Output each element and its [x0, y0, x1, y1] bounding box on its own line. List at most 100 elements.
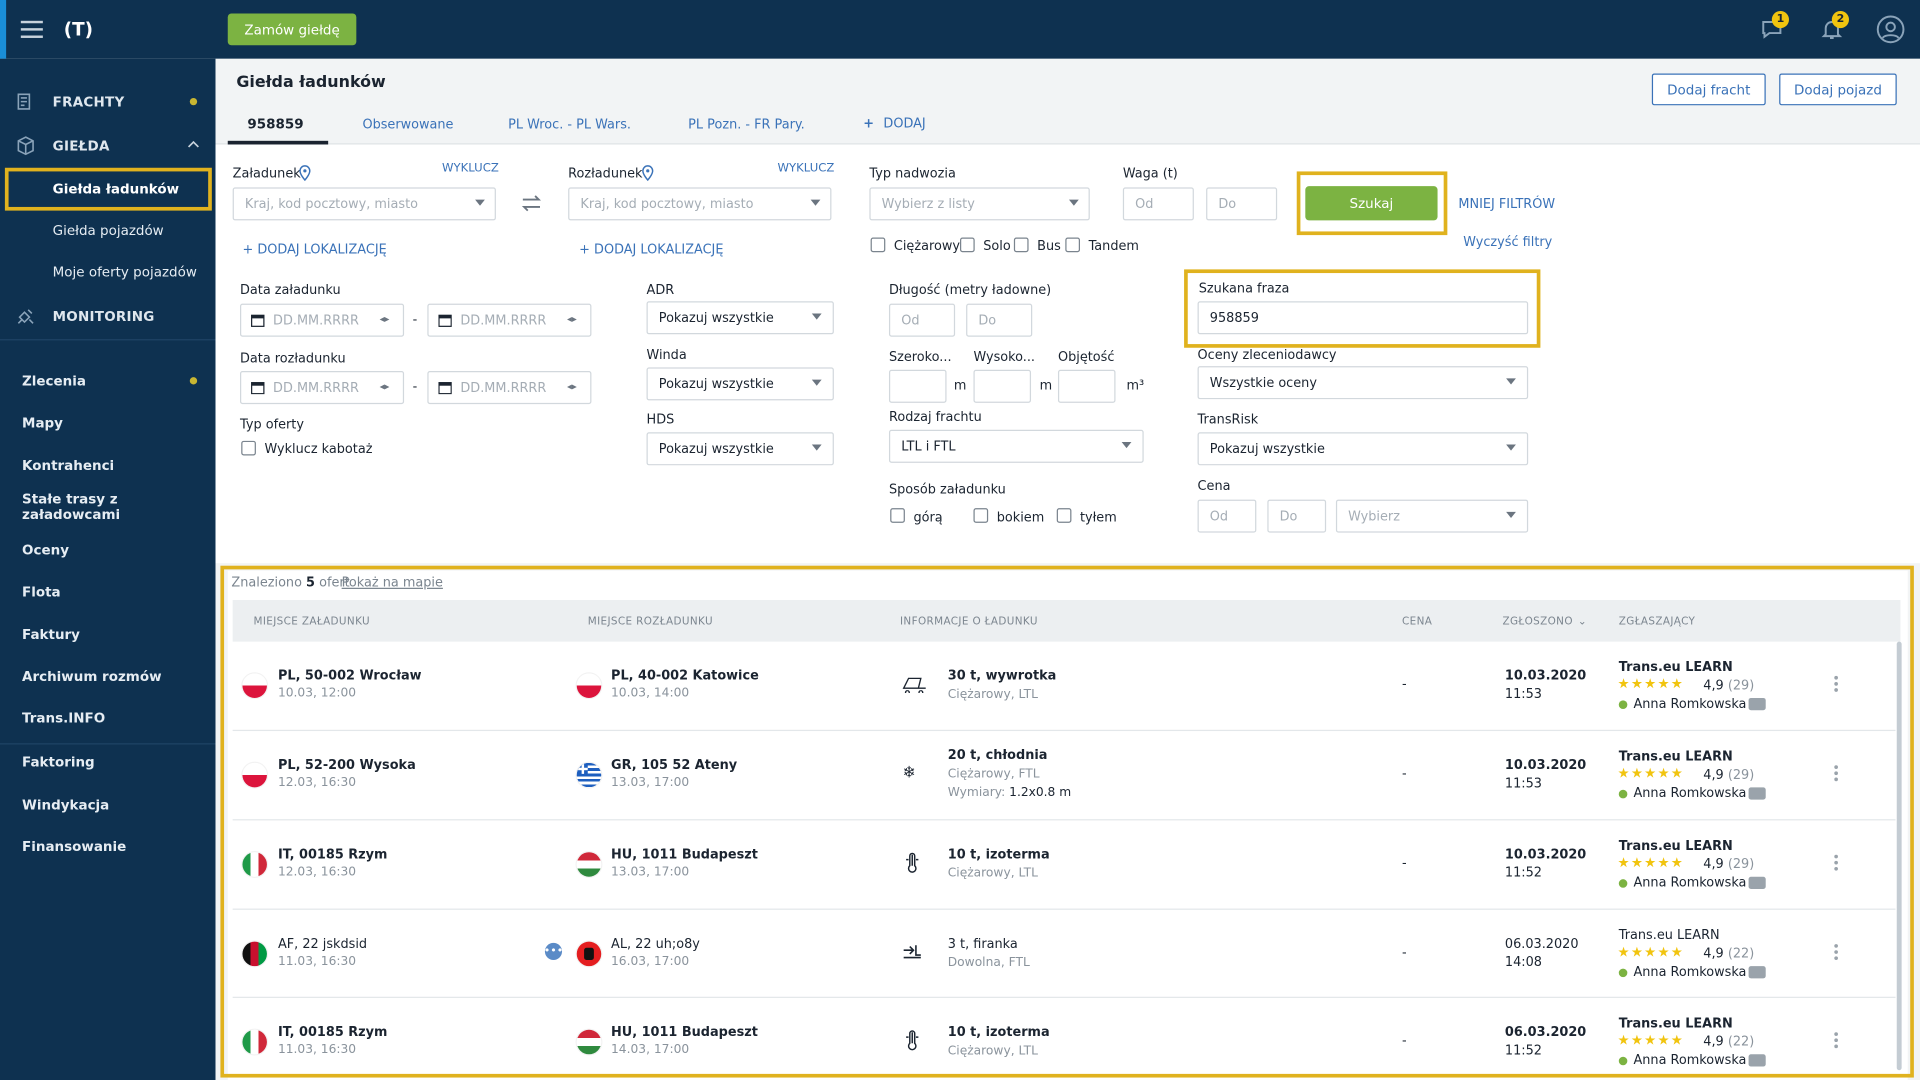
table-row[interactable]: IT, 00185 Rzym 11.03, 16:30 HU, 1011 Bud…: [233, 998, 1896, 1076]
sidebar-item-flota[interactable]: Flota: [22, 583, 61, 600]
contact-person[interactable]: Anna Romkowska: [1633, 875, 1747, 891]
sidebar-item-zlecenia[interactable]: Zlecenia: [0, 360, 216, 402]
less-filters-link[interactable]: MNIEJ FILTRÓW: [1458, 197, 1556, 212]
sidebar-item-faktoring[interactable]: Faktoring: [22, 753, 95, 770]
freight-type-select[interactable]: LTL i FTL: [888, 429, 1144, 463]
exclude-cabotage-checkbox[interactable]: [241, 440, 256, 456]
contact-person[interactable]: Anna Romkowska: [1633, 1053, 1747, 1068]
user-avatar-icon[interactable]: [1876, 15, 1905, 44]
table-row[interactable]: PL, 50-002 Wrocław 10.03, 12:00 PL, 40-0…: [233, 642, 1896, 730]
body-type-select[interactable]: Wybierz z listy: [869, 187, 1090, 221]
company-name[interactable]: Trans.eu LEARN: [1618, 1016, 1733, 1032]
clear-filters-link[interactable]: Wyczyść filtry: [1463, 235, 1553, 250]
company-name[interactable]: Trans.eu LEARN: [1618, 749, 1733, 765]
add-vehicle-button[interactable]: Dodaj pojazd: [1779, 73, 1897, 106]
sidebar-item-mapy[interactable]: Mapy: [22, 414, 63, 431]
solo-checkbox[interactable]: [960, 237, 975, 253]
chat-icon[interactable]: [1748, 966, 1766, 979]
exclude-loading-link[interactable]: WYKLUCZ: [442, 161, 499, 176]
more-info-icon[interactable]: •••: [544, 942, 563, 961]
price-from-input[interactable]: Od: [1197, 499, 1257, 533]
loading-location-input[interactable]: Kraj, kod pocztowy, miasto: [232, 187, 496, 221]
chat-icon[interactable]: [1748, 1054, 1766, 1067]
volume-input[interactable]: [1057, 369, 1116, 403]
rear-loading-checkbox[interactable]: [1056, 508, 1072, 523]
col-reporter[interactable]: ZGŁASZAJĄCY: [1618, 615, 1696, 629]
length-to-input[interactable]: Do: [966, 303, 1033, 337]
scrollbar[interactable]: [1896, 641, 1902, 1071]
sidebar-item-kontrahenci[interactable]: Kontrahenci: [22, 457, 115, 474]
sidebar-item-gielda-ladunkow[interactable]: Giełda ładunków: [4, 167, 212, 211]
col-loading-place[interactable]: MIEJSCE ZAŁADUNKU: [253, 615, 370, 629]
hamburger-icon[interactable]: [17, 17, 46, 41]
truck-checkbox[interactable]: [870, 237, 886, 253]
ratings-select[interactable]: Wszystkie oceny: [1197, 366, 1529, 400]
chat-icon[interactable]: [1748, 697, 1766, 711]
loading-date-to-input[interactable]: DD.MM.RRRR: [427, 303, 592, 337]
more-options-icon[interactable]: [1832, 854, 1842, 875]
more-options-icon[interactable]: [1832, 765, 1842, 785]
more-options-icon[interactable]: [1832, 944, 1842, 964]
show-on-map-link[interactable]: Pokaż na mapie: [341, 575, 443, 591]
price-to-input[interactable]: Do: [1267, 499, 1327, 533]
more-options-icon[interactable]: [1832, 675, 1842, 696]
stepper-arrows-icon[interactable]: ◂▸: [379, 313, 390, 325]
col-price[interactable]: CENA: [1402, 615, 1433, 629]
col-unloading-place[interactable]: MIEJSCE ROZŁADUNKU: [587, 615, 713, 629]
table-row[interactable]: IT, 00185 Rzym 12.03, 16:30 HU, 1011 Bud…: [233, 820, 1896, 908]
contact-person[interactable]: Anna Romkowska: [1633, 786, 1747, 801]
order-exchange-button[interactable]: Zamów giełdę: [227, 13, 357, 46]
currency-select[interactable]: Wybierz: [1335, 499, 1529, 533]
company-name[interactable]: Trans.eu LEARN: [1618, 660, 1733, 675]
sidebar-item-transinfo[interactable]: Trans.INFO: [22, 709, 106, 726]
sidebar-item-archiwum[interactable]: Archiwum rozmów: [22, 667, 162, 684]
more-options-icon[interactable]: [1832, 1032, 1842, 1052]
loading-date-from-input[interactable]: DD.MM.RRRR: [240, 303, 405, 337]
exclude-unloading-link[interactable]: WYKLUCZ: [777, 161, 835, 176]
sidebar-item-faktury[interactable]: Faktury: [22, 626, 80, 643]
tab-pl-wroc-pl-wars[interactable]: PL Wroc. - PL Wars.: [508, 117, 631, 133]
sidebar-item-gielda-pojazdow[interactable]: Giełda pojazdów: [52, 222, 164, 239]
add-unloading-location-link[interactable]: + DODAJ LOKALIZACJĘ: [579, 242, 724, 258]
messages-icon[interactable]: 1: [1760, 11, 1789, 41]
tab-pl-pozn-fr-pary[interactable]: PL Pozn. - FR Pary.: [688, 117, 805, 133]
company-name[interactable]: Trans.eu LEARN: [1618, 838, 1733, 854]
col-cargo-info[interactable]: INFORMACJE O ŁADUNKU: [900, 615, 1038, 629]
length-from-input[interactable]: Od: [888, 303, 956, 337]
add-freight-button[interactable]: Dodaj fracht: [1651, 73, 1766, 106]
adr-select[interactable]: Pokazuj wszystkie: [646, 301, 834, 335]
weight-to-input[interactable]: Do: [1206, 187, 1278, 221]
stepper-arrows-icon[interactable]: ◂▸: [566, 313, 577, 325]
height-input[interactable]: [973, 369, 1032, 403]
sidebar-item-finansowanie[interactable]: Finansowanie: [22, 838, 127, 855]
sidebar-item-moje-oferty[interactable]: Moje oferty pojazdów: [52, 263, 197, 280]
logo-icon[interactable]: (T): [63, 18, 94, 41]
table-row[interactable]: PL, 52-200 Wysoka 12.03, 16:30 GR, 105 5…: [233, 731, 1896, 819]
tandem-checkbox[interactable]: [1065, 237, 1081, 253]
side-loading-checkbox[interactable]: [973, 508, 989, 523]
transrisk-select[interactable]: Pokazuj wszystkie: [1197, 432, 1529, 466]
sidebar-item-frachty[interactable]: FRACHTY: [0, 81, 216, 123]
phrase-input[interactable]: 958859: [1197, 301, 1529, 335]
weight-from-input[interactable]: Od: [1122, 187, 1194, 221]
top-loading-checkbox[interactable]: [890, 508, 905, 523]
sidebar-item-gielda[interactable]: GIEŁDA: [0, 125, 216, 167]
sidebar-item-oceny[interactable]: Oceny: [22, 541, 69, 558]
width-input[interactable]: [888, 369, 947, 403]
winda-select[interactable]: Pokazuj wszystkie: [646, 367, 834, 401]
bus-checkbox[interactable]: [1013, 237, 1029, 253]
chat-icon[interactable]: [1748, 787, 1766, 800]
add-tab-button[interactable]: + DODAJ: [863, 116, 925, 131]
table-row[interactable]: AF, 22 jskdsid 11.03, 16:30 ••• AL, 22 u…: [233, 910, 1896, 998]
sidebar-item-stale-trasy[interactable]: Stałe trasy z załadowcami: [22, 491, 121, 523]
search-button[interactable]: Szukaj: [1305, 186, 1438, 221]
add-loading-location-link[interactable]: + DODAJ LOKALIZACJĘ: [242, 242, 387, 258]
contact-person[interactable]: Anna Romkowska: [1633, 964, 1747, 980]
unloading-date-to-input[interactable]: DD.MM.RRRR: [427, 371, 592, 405]
col-reported[interactable]: ZGŁOSZONO ⌄: [1502, 615, 1587, 629]
tab-958859[interactable]: 958859: [247, 116, 304, 133]
contact-person[interactable]: Anna Romkowska: [1633, 696, 1747, 712]
stepper-arrows-icon[interactable]: ◂▸: [379, 380, 390, 392]
swap-icon[interactable]: [520, 193, 542, 216]
unloading-date-from-input[interactable]: DD.MM.RRRR: [240, 371, 405, 405]
